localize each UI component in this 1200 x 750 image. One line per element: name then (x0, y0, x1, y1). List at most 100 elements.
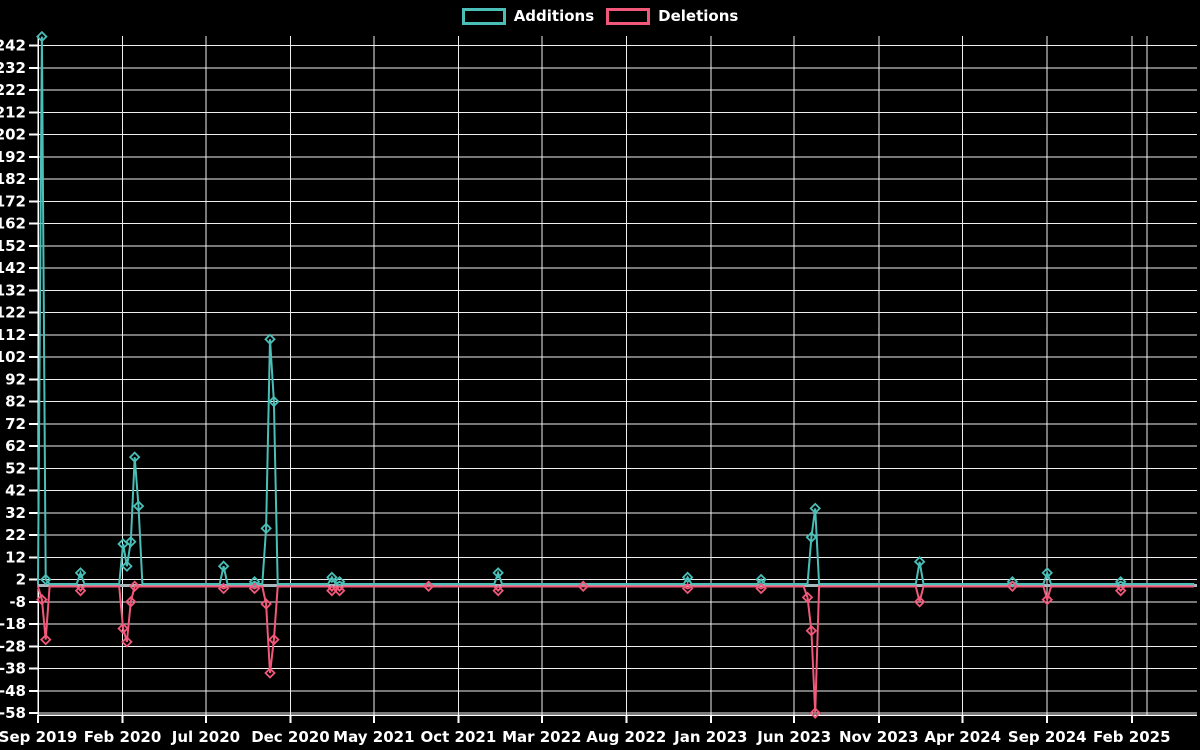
y-axis-tick-label: 102 (0, 348, 26, 366)
y-axis-tick-label: 172 (0, 192, 26, 210)
data-point-marker (1006, 580, 1019, 592)
y-axis-tick-label: 162 (0, 215, 26, 233)
x-axis-tick-label: Jul 2020 (171, 728, 240, 746)
data-point-marker (809, 502, 821, 515)
x-axis-tick-label: Oct 2021 (420, 728, 496, 746)
data-point-marker (121, 560, 133, 572)
data-point-marker (268, 633, 280, 646)
chart-legend: Additions Deletions (0, 7, 1200, 25)
data-point-marker (217, 582, 230, 595)
data-point-marker (1041, 567, 1054, 579)
additions-swatch (461, 7, 506, 25)
y-axis-tick-label: 32 (5, 504, 26, 522)
legend-item-additions: Additions (461, 7, 595, 25)
y-axis-tick-label: 52 (5, 459, 26, 477)
y-axis-tick-label: 212 (0, 103, 26, 121)
data-point-marker (128, 580, 141, 592)
x-axis-tick-label: Feb 2025 (1093, 728, 1171, 746)
data-point-marker (117, 622, 129, 635)
y-axis-tick-label: 22 (5, 526, 26, 544)
data-point-marker (913, 555, 926, 568)
data-point-marker (248, 582, 261, 595)
y-axis-tick-label: 72 (5, 415, 26, 433)
y-axis-tick-label: 62 (5, 437, 26, 455)
data-point-marker (264, 667, 276, 679)
data-point-marker (74, 584, 87, 597)
y-axis-tick-label: 142 (0, 259, 26, 277)
data-point-marker (128, 451, 141, 463)
data-point-marker (264, 333, 276, 346)
x-axis-tick-label: Nov 2023 (839, 728, 919, 746)
data-point-marker (333, 584, 346, 597)
x-axis-tick-label: Jun 2023 (756, 728, 831, 746)
deletions-legend-label: Deletions (658, 7, 739, 25)
y-axis-tick-label: 122 (0, 304, 26, 322)
y-axis-tick-label: 242 (0, 37, 26, 55)
data-point-marker (577, 580, 589, 592)
y-axis-tick-label: -28 (0, 637, 26, 655)
data-point-marker (1041, 593, 1054, 606)
data-point-marker (492, 567, 504, 579)
legend-item-deletions: Deletions (606, 7, 738, 25)
data-point-marker (36, 30, 48, 43)
y-axis-tick-label: 92 (5, 370, 26, 388)
data-point-marker (132, 500, 145, 512)
data-point-marker (268, 395, 280, 408)
y-axis-tick-label: 152 (0, 237, 26, 255)
x-axis-tick-label: Feb 2020 (84, 728, 162, 746)
y-axis-tick-label: 112 (0, 326, 26, 344)
data-point-marker (121, 636, 133, 648)
x-axis-tick-label: Jan 2023 (673, 728, 747, 746)
data-point-marker (492, 584, 504, 597)
data-point-marker (1114, 584, 1127, 597)
y-axis-tick-label: 202 (0, 126, 26, 144)
data-point-marker (36, 593, 48, 606)
y-axis-tick-label: 12 (5, 548, 26, 566)
y-axis-tick-label: -18 (0, 615, 26, 633)
data-point-marker (248, 576, 261, 588)
data-point-marker (809, 707, 821, 719)
deletions-line (37, 585, 1195, 714)
data-point-marker (260, 522, 272, 535)
y-axis-tick-label: 2 (16, 571, 26, 589)
data-point-marker (39, 633, 52, 646)
data-point-marker (1006, 576, 1019, 588)
y-axis-tick-label: 222 (0, 81, 26, 99)
data-point-marker (681, 571, 694, 584)
x-axis-tick-label: Apr 2024 (924, 728, 1001, 746)
y-axis-tick-label: -38 (0, 660, 26, 678)
x-axis-tick-label: Aug 2022 (586, 728, 666, 746)
data-point-marker (755, 582, 767, 595)
y-axis-tick-label: 132 (0, 281, 26, 299)
data-point-marker (422, 580, 435, 592)
y-axis-tick-label: -48 (0, 682, 26, 700)
y-axis-tick-label: 82 (5, 393, 26, 411)
y-axis-tick-label: -8 (9, 593, 26, 611)
data-point-marker (39, 573, 52, 586)
y-axis-tick-label: 192 (0, 148, 26, 166)
data-point-marker (913, 596, 926, 608)
data-point-marker (125, 535, 137, 548)
data-point-marker (681, 582, 694, 595)
data-point-marker (801, 591, 814, 604)
data-point-marker (805, 531, 818, 544)
y-axis-tick-label: 182 (0, 170, 26, 188)
data-point-marker (326, 571, 338, 584)
y-axis-tick-label: -58 (0, 704, 26, 722)
additions-line (37, 36, 1195, 586)
x-axis-tick-label: Sep 2019 (0, 728, 77, 746)
deletions-swatch (606, 7, 651, 25)
y-axis-tick-label: 42 (5, 482, 26, 500)
data-point-marker (125, 596, 137, 608)
additions-legend-label: Additions (513, 7, 595, 25)
x-axis-tick-label: May 2021 (333, 728, 414, 746)
data-point-marker (260, 598, 272, 610)
y-axis-tick-label: 232 (0, 59, 26, 77)
data-point-marker (217, 560, 230, 572)
data-point-marker (74, 567, 87, 579)
data-point-marker (805, 624, 818, 637)
x-axis-tick-label: Dec 2020 (251, 728, 330, 746)
x-axis-tick-label: Mar 2022 (502, 728, 581, 746)
